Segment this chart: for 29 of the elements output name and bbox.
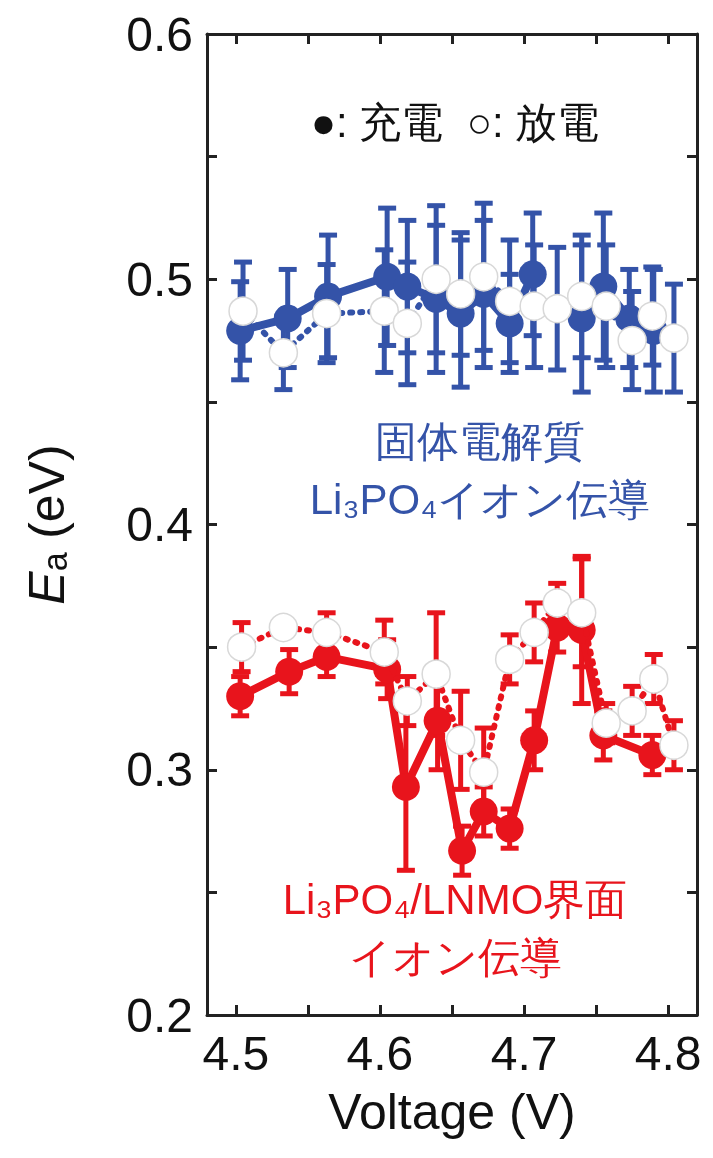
y-axis-title: Eₐ (eV) [19,444,75,605]
point [520,726,549,755]
annotation: 固体電解質 [375,417,585,465]
y-tick-label: 0.5 [126,252,193,306]
y-tick-label: 0.3 [126,743,193,797]
y-tick-label: 0.4 [126,498,193,551]
point [275,657,304,686]
x-tick-label: 4.5 [202,1026,270,1080]
point [423,706,452,735]
annotation: イオン伝導 [348,933,562,981]
point [518,260,547,289]
point [312,642,341,671]
point [495,814,524,843]
annotation: Li₃PO₄イオン伝導 [309,475,651,523]
x-tick-label: 4.7 [490,1026,558,1080]
x-tick-label: 4.8 [634,1026,702,1080]
point [469,797,498,826]
point [393,272,422,301]
point [638,741,667,770]
point [226,682,255,711]
x-tick-label: 4.6 [346,1026,414,1080]
annotation: Li₃PO₄/LNMO界面 [282,875,628,923]
y-tick-label: 0.6 [126,7,193,61]
x-axis-title: Voltage (V) [328,1084,576,1140]
annotation: ●: 充電 ○: 放電 [310,98,600,146]
point [391,772,420,801]
point [448,836,477,865]
y-tick-label: 0.2 [126,988,193,1042]
point [273,304,302,333]
